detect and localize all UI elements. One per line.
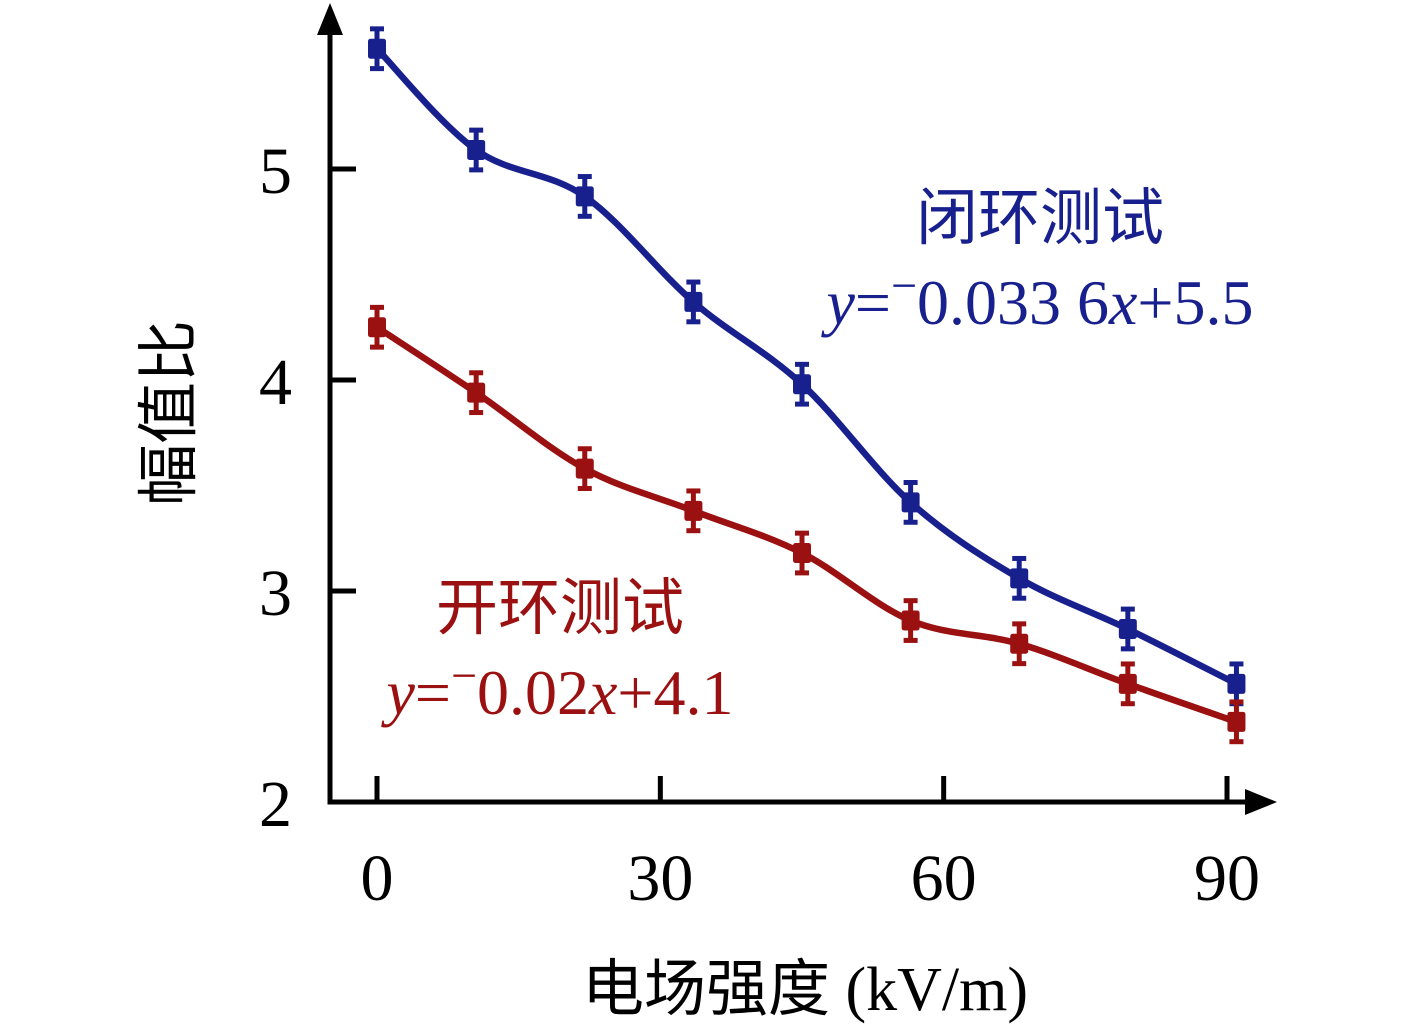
data-point-marker xyxy=(1227,711,1246,732)
equation-coefficient: 0.02 xyxy=(477,657,589,729)
closed-loop-annotation: 闭环测试 y=−0.033 6x+5.5 xyxy=(770,185,1310,339)
equation-equals: = xyxy=(854,267,891,339)
data-point-marker xyxy=(684,291,703,312)
equation-minus: − xyxy=(891,260,917,312)
data-point-marker xyxy=(1118,618,1137,639)
y-tick-label: 3 xyxy=(259,557,292,630)
equation-coefficient: 0.033 6 xyxy=(917,267,1109,339)
data-point-marker xyxy=(1118,673,1137,694)
open-loop-equation: y=−0.02x+4.1 xyxy=(330,650,790,729)
data-point-marker xyxy=(684,500,703,521)
equation-tail: +5.5 xyxy=(1137,267,1254,339)
equation-equals: = xyxy=(414,657,451,729)
data-point-marker xyxy=(901,610,920,631)
x-tick-label: 60 xyxy=(911,842,977,915)
x-tick-label: 30 xyxy=(627,842,693,915)
y-axis-arrow-icon xyxy=(317,3,343,35)
data-point-marker xyxy=(792,543,811,564)
y-tick-label: 2 xyxy=(259,768,292,841)
series-closed-loop xyxy=(368,26,1246,707)
data-point-marker xyxy=(901,492,920,513)
data-point-marker xyxy=(575,458,594,479)
x-tick-label: 0 xyxy=(361,842,394,915)
closed-loop-equation: y=−0.033 6x+5.5 xyxy=(770,260,1310,339)
data-point-marker xyxy=(368,317,386,338)
data-point-marker xyxy=(1010,633,1029,654)
equation-y: y xyxy=(386,657,415,729)
closed-loop-title: 闭环测试 xyxy=(915,185,1164,253)
equation-x: x xyxy=(589,657,618,729)
equation-minus: − xyxy=(451,650,477,702)
equation-tail: +4.1 xyxy=(617,657,734,729)
open-loop-title: 开环测试 xyxy=(435,575,684,643)
x-axis-arrow-icon xyxy=(1245,789,1277,815)
tick-labels: 0 30 60 90 2 3 4 5 xyxy=(259,135,1260,915)
y-tick-label: 4 xyxy=(259,346,292,419)
y-axis-title: 幅值比 xyxy=(136,320,204,507)
x-axis-title: 电场强度 (kV/m) xyxy=(581,956,1029,1024)
series-open-loop xyxy=(368,304,1246,745)
data-point-marker xyxy=(1227,673,1246,694)
open-loop-annotation: 开环测试 y=−0.02x+4.1 xyxy=(330,575,790,729)
data-point-marker xyxy=(467,140,486,161)
data-point-marker xyxy=(575,186,594,207)
x-tick-label: 90 xyxy=(1194,842,1260,915)
equation-x: x xyxy=(1109,267,1138,339)
data-point-marker xyxy=(1010,568,1029,589)
data-series xyxy=(368,26,1246,745)
data-point-marker xyxy=(792,374,811,395)
data-point-marker xyxy=(467,382,486,403)
data-point-marker xyxy=(368,38,386,59)
equation-y: y xyxy=(826,267,855,339)
y-tick-label: 5 xyxy=(259,135,292,208)
axes xyxy=(317,3,1277,815)
tick-marks xyxy=(332,166,1230,800)
